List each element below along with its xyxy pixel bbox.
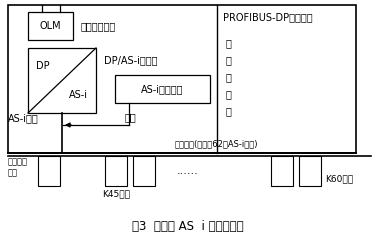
- Text: DP: DP: [36, 61, 50, 71]
- Bar: [299, 156, 321, 186]
- Text: AS-i电缆: AS-i电缆: [8, 113, 39, 123]
- Text: ......: ......: [177, 166, 199, 176]
- Text: K45模块: K45模块: [102, 189, 130, 199]
- Text: OLM: OLM: [40, 21, 61, 31]
- Text: 现场设备(至多接62个AS-i从站): 现场设备(至多接62个AS-i从站): [175, 139, 259, 148]
- Bar: [38, 156, 60, 186]
- Text: AS-i: AS-i: [69, 90, 88, 100]
- Text: 图3  从站及 AS  i 总线示意图: 图3 从站及 AS i 总线示意图: [132, 220, 244, 234]
- Text: 供电: 供电: [125, 112, 137, 122]
- Bar: [271, 156, 293, 186]
- Text: 控: 控: [226, 72, 232, 82]
- Text: PROFIBUS-DP光纤环网: PROFIBUS-DP光纤环网: [223, 12, 312, 22]
- Text: AS-i供电单元: AS-i供电单元: [141, 84, 184, 94]
- Text: 现: 现: [226, 38, 232, 48]
- Bar: [115, 75, 210, 103]
- Bar: [105, 156, 127, 186]
- Bar: [28, 48, 96, 113]
- Bar: [28, 12, 73, 40]
- Bar: [8, 5, 356, 153]
- Text: 柜: 柜: [226, 106, 232, 116]
- Text: K60模块: K60模块: [325, 175, 353, 184]
- Bar: [133, 156, 155, 186]
- Text: 过压保护
模块: 过压保护 模块: [8, 157, 28, 177]
- Text: 光纤链路模块: 光纤链路模块: [81, 21, 116, 31]
- Text: DP/AS-i耦合器: DP/AS-i耦合器: [104, 55, 158, 65]
- Text: 场: 场: [226, 55, 232, 65]
- Text: 制: 制: [226, 89, 232, 99]
